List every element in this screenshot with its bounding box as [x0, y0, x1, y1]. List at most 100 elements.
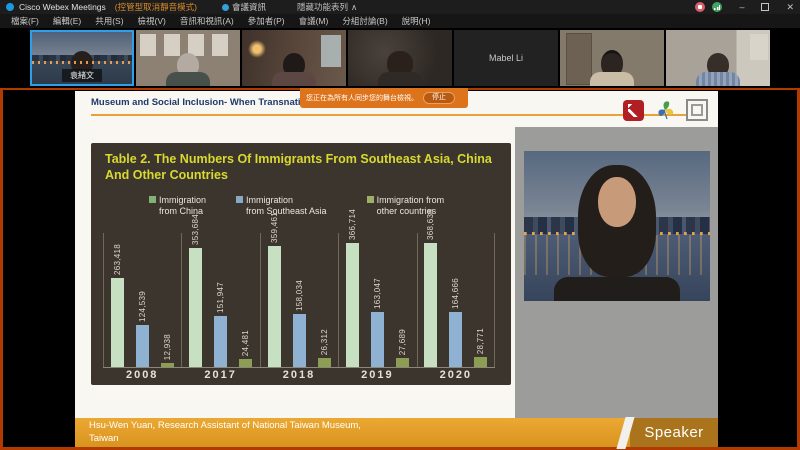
participant-video[interactable]	[348, 30, 452, 86]
museum-logo-icon	[623, 99, 644, 121]
participant-camera-feed	[242, 30, 346, 86]
mute-status-icon[interactable]	[695, 2, 706, 12]
slide-title-rule	[91, 114, 708, 116]
participant-video[interactable]: 袁緒文	[30, 30, 134, 86]
participant-video[interactable]	[666, 30, 770, 86]
chevron-up-icon: ∧	[350, 1, 358, 12]
legend-swatch-icon	[149, 196, 156, 203]
bar-slot: 24,481	[239, 330, 253, 367]
chart-group: 263,418 124,539 12,938	[103, 212, 181, 367]
legend-item: Immigration from China	[149, 195, 206, 218]
bar-slot: 28,771	[474, 327, 488, 367]
bar-slot: 366,714	[345, 208, 359, 367]
participant-filmstrip: 袁緒文 Mabel Li	[0, 28, 800, 88]
bar	[214, 316, 228, 367]
bar	[474, 357, 488, 367]
menu-item[interactable]: 編輯(E)	[52, 16, 82, 26]
bar	[345, 243, 359, 367]
bar-value-label: 263,418	[112, 243, 122, 275]
participant-name: Mabel Li	[488, 53, 524, 63]
participant-video[interactable]	[560, 30, 664, 86]
presentation-slide: Museum and Social Inclusion- When Transn…	[75, 91, 718, 447]
maximize-button[interactable]	[761, 3, 770, 11]
x-axis-tick-label: 2019	[361, 369, 394, 381]
chart-title: Table 2. The Numbers Of Immigrants From …	[105, 152, 492, 183]
hide-menubar-button[interactable]: 隱藏功能表列 ∧	[297, 1, 357, 13]
chart-group: 366,714 163,047 27,689	[338, 208, 416, 367]
speaker-face	[598, 176, 636, 227]
legend-swatch-icon	[236, 196, 244, 203]
bar-value-label: 164,666	[451, 277, 461, 309]
bar-value-label: 26,312	[319, 328, 329, 355]
bar-slot: 368,638	[424, 209, 438, 367]
speaker-tab-label: Speaker	[644, 424, 704, 441]
bar	[317, 358, 331, 367]
bar	[189, 248, 203, 367]
chart-legend: Immigration from China Immigration from Sou…	[91, 195, 511, 218]
hide-menubar-label: 隱藏功能表列	[296, 2, 348, 12]
bar-slot: 164,666	[449, 277, 463, 367]
bar-slot: 151,947	[214, 281, 228, 367]
slide-footer-banner: Hsu-Wen Yuan, Research Assistant of Nati…	[75, 418, 718, 447]
participant-video[interactable]	[136, 30, 240, 86]
meeting-info-icon	[221, 3, 229, 11]
legend-item: Immigration from Southeast Asia	[236, 195, 327, 218]
meeting-info-button[interactable]: 會議資訊	[221, 1, 266, 13]
bar	[292, 314, 306, 367]
bar-value-label: 359,461	[269, 211, 279, 243]
bar-value-label: 158,034	[294, 279, 304, 311]
menu-item[interactable]: 檢視(V)	[137, 16, 166, 26]
bar-slot: 26,312	[317, 328, 331, 367]
menu-item[interactable]: 參加者(P)	[247, 16, 285, 26]
participant-silhouette	[376, 51, 424, 86]
bar-slot: 27,689	[395, 328, 409, 367]
bar	[267, 246, 281, 367]
menu-item[interactable]: 音訊和視訊(A)	[179, 16, 234, 26]
webex-logo-icon	[6, 3, 14, 11]
menu-item[interactable]: 說明(H)	[401, 16, 431, 26]
menu-item[interactable]: 檔案(F)	[11, 16, 39, 26]
bar-slot: 12,938	[160, 334, 174, 367]
mute-mode-badge: (控管型取消靜音模式)	[114, 2, 197, 12]
app-title: Cisco Webex Meetings	[19, 2, 106, 12]
leaf-logo-icon	[654, 99, 676, 121]
participant-silhouette	[588, 50, 636, 86]
slide-logos	[623, 99, 708, 121]
chart-group: 368,638 164,666 28,771	[416, 209, 496, 367]
bar-slot: 163,047	[370, 278, 384, 367]
stage-sync-message: 您正在為所有人同步您的舞台檢視。	[306, 95, 418, 102]
bar	[449, 312, 463, 367]
stage-sync-banner: 您正在為所有人同步您的舞台檢視。 停止	[300, 88, 468, 108]
menu-item[interactable]: 共用(S)	[95, 16, 124, 26]
stop-sync-button[interactable]: 停止	[423, 91, 455, 105]
speaker-credit-line2: Taiwan	[89, 432, 119, 444]
x-axis-tick-label: 2020	[439, 369, 473, 381]
frame-logo-icon	[686, 99, 708, 121]
participant-video[interactable]: Mabel Li	[454, 30, 558, 86]
minimize-button[interactable]: –	[739, 2, 745, 12]
participant-camera-feed	[560, 30, 664, 86]
connection-quality-icon[interactable]	[712, 2, 723, 12]
bar-slot: 158,034	[292, 279, 306, 367]
bar-value-label: 27,689	[397, 328, 407, 355]
speaker-tab: Speaker	[630, 418, 718, 447]
speaker-video[interactable]	[524, 151, 710, 301]
participant-video[interactable]	[242, 30, 346, 86]
x-axis-tick-label: 2008	[125, 369, 159, 381]
bar-value-label: 28,771	[476, 327, 486, 354]
bar-value-label: 353,684	[191, 213, 201, 245]
legend-label: Immigration from other countries	[376, 195, 445, 217]
chart-x-axis: 2008 2017 2018 2019 2020	[103, 369, 495, 381]
menu-item[interactable]: 會議(M)	[298, 16, 329, 26]
close-button[interactable]: ✕	[786, 2, 794, 12]
speaker-credit-line1: Hsu-Wen Yuan, Research Assistant of Nati…	[89, 420, 361, 431]
menu-item[interactable]: 分組討論(B)	[342, 16, 388, 26]
bar-value-label: 151,947	[216, 281, 226, 313]
x-axis-tick-label: 2017	[204, 369, 237, 381]
participant-silhouette	[270, 53, 318, 86]
title-bar: Cisco Webex Meetings (控管型取消靜音模式) 會議資訊 隱藏…	[0, 0, 800, 14]
bar-value-label: 366,714	[347, 208, 357, 240]
bar	[370, 312, 384, 367]
speaker-credit: Hsu-Wen Yuan, Research Assistant of Nati…	[89, 420, 361, 446]
